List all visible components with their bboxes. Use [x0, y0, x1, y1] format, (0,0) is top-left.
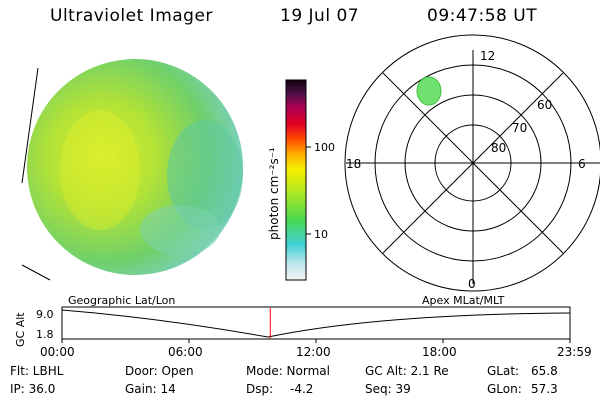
- glon-value: 57.3: [531, 382, 558, 396]
- gc-alt-info: GC Alt: 2.1 Re: [365, 364, 449, 378]
- mlat-label-60: 60: [537, 98, 552, 112]
- timeline-xtick-2359: 23:59: [557, 345, 592, 359]
- mlat-label-70: 70: [512, 121, 527, 135]
- uv-image-disk: [27, 59, 243, 275]
- timeline-xtick-0600: 06:00: [168, 345, 203, 359]
- colorbar: [285, 79, 307, 281]
- dsp-value: -4.2: [290, 382, 314, 396]
- filter-info: Flt: LBHL: [10, 364, 64, 378]
- glon-label: GLon:: [487, 382, 522, 396]
- gain-info: Gain: 14: [125, 382, 176, 396]
- limb-line-upper: [21, 67, 39, 184]
- mlt-label-12: 12: [480, 49, 495, 63]
- colorbar-units: photon cm⁻²s⁻¹: [267, 147, 281, 240]
- colorbar-tick-label-100: 100: [314, 141, 335, 154]
- timeline-xtick-0000: 00:00: [40, 345, 75, 359]
- timeline-xtick-1800: 18:00: [422, 345, 457, 359]
- mode-info: Mode: Normal: [246, 364, 330, 378]
- instrument-title: Ultraviolet Imager: [50, 6, 213, 26]
- timeline-ytick-9: 9.0: [36, 308, 54, 321]
- mlt-label-6: 6: [578, 157, 586, 171]
- mlat-label-80: 80: [491, 141, 506, 155]
- polar-plot: [344, 34, 600, 292]
- mlt-label-18: 18: [346, 157, 361, 171]
- timeline-axis-title: GC Alt: [14, 312, 27, 347]
- timeline-xtick-1200: 12:00: [296, 345, 331, 359]
- timeline-right-label: Apex MLat/MLT: [422, 294, 505, 307]
- date-label: 19 Jul 07: [280, 6, 360, 26]
- glat-label: GLat:: [487, 364, 520, 378]
- timeline-panel: [61, 306, 571, 343]
- timeline-left-label: Geographic Lat/Lon: [68, 294, 175, 307]
- ip-info: IP: 36.0: [10, 382, 56, 396]
- limb-line-lower: [21, 264, 51, 281]
- colorbar-tick-label-10: 10: [314, 228, 328, 241]
- door-info: Door: Open: [125, 364, 194, 378]
- auroral-blob: [416, 76, 442, 106]
- timeline-ytick-1-8: 1.8: [36, 328, 54, 341]
- dsp-label: Dsp:: [246, 382, 274, 396]
- mlt-label-0: 0: [468, 277, 476, 291]
- time-label: 09:47:58 UT: [427, 6, 538, 26]
- seq-info: Seq: 39: [365, 382, 411, 396]
- glat-value: 65.8: [531, 364, 558, 378]
